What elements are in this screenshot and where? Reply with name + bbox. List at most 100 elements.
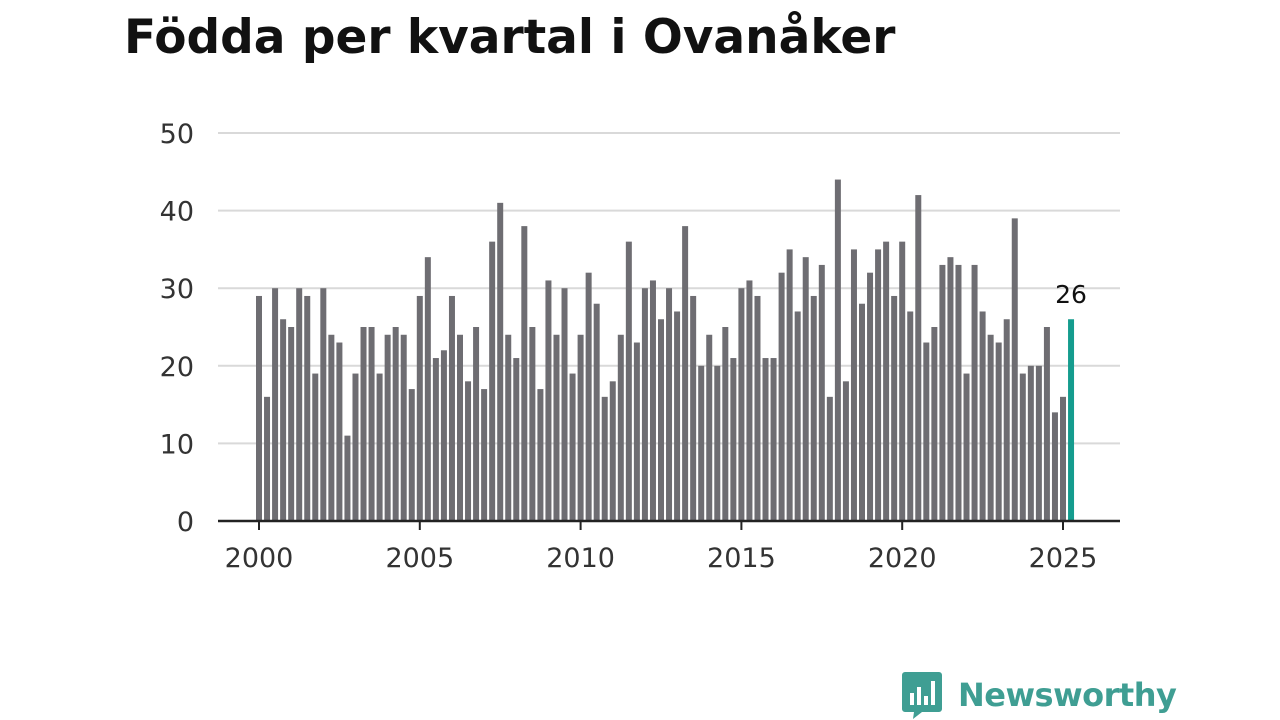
bar bbox=[1019, 373, 1026, 521]
bars bbox=[256, 179, 1075, 522]
bar bbox=[682, 226, 689, 521]
bar bbox=[633, 342, 640, 521]
bar bbox=[481, 389, 488, 521]
bar bbox=[1027, 365, 1034, 521]
bar bbox=[440, 350, 447, 521]
y-tick-label: 0 bbox=[177, 507, 194, 538]
y-tick-label: 20 bbox=[160, 352, 194, 383]
bar bbox=[384, 334, 391, 521]
bar bbox=[256, 295, 262, 521]
bar bbox=[304, 295, 311, 521]
bar bbox=[794, 311, 801, 521]
bar bbox=[577, 334, 584, 521]
bar bbox=[995, 342, 1002, 521]
bar bbox=[891, 295, 898, 521]
bar bbox=[529, 327, 536, 521]
bar bbox=[585, 272, 592, 521]
bar bbox=[1003, 319, 1010, 521]
newsworthy-logo-icon bbox=[902, 672, 942, 719]
bar bbox=[955, 264, 962, 521]
bar bbox=[465, 381, 472, 521]
bar bbox=[489, 241, 496, 521]
bar bbox=[336, 342, 343, 521]
bar bbox=[513, 358, 520, 521]
bar bbox=[1060, 396, 1066, 521]
bar bbox=[722, 327, 729, 521]
brand-name: Newsworthy bbox=[958, 676, 1177, 714]
data-label: 26 bbox=[1055, 280, 1087, 309]
bar bbox=[569, 373, 576, 521]
bar bbox=[521, 226, 528, 521]
bar bbox=[754, 295, 761, 521]
bar bbox=[609, 381, 616, 521]
x-tick-labels: 2000 2005 2010 2015 2020 2025 bbox=[225, 543, 1098, 574]
bar bbox=[424, 257, 431, 521]
bar bbox=[907, 311, 914, 521]
bar bbox=[288, 327, 295, 521]
bar bbox=[1043, 327, 1050, 521]
bar bbox=[746, 280, 753, 521]
bar bbox=[408, 389, 415, 521]
bar bbox=[850, 249, 857, 521]
bar bbox=[376, 373, 383, 521]
bar bbox=[842, 381, 849, 521]
bar bbox=[963, 373, 970, 521]
highlighted-bar bbox=[1068, 319, 1075, 521]
bar bbox=[802, 257, 809, 521]
bar bbox=[915, 195, 922, 521]
x-tick-label: 2005 bbox=[385, 543, 454, 574]
bar bbox=[617, 334, 624, 521]
bar bbox=[272, 288, 279, 521]
y-tick-label: 50 bbox=[160, 119, 194, 150]
bar bbox=[497, 202, 504, 521]
bar bbox=[264, 396, 271, 521]
bar bbox=[786, 249, 793, 521]
bar bbox=[875, 249, 882, 521]
x-tick-label: 2020 bbox=[868, 543, 937, 574]
bar bbox=[979, 311, 986, 521]
x-tick-label: 2025 bbox=[1029, 543, 1098, 574]
bar bbox=[883, 241, 890, 521]
bar bbox=[448, 295, 455, 521]
bar bbox=[939, 264, 946, 521]
bar bbox=[625, 241, 632, 521]
brand-logo: Newsworthy bbox=[902, 670, 1177, 720]
bar bbox=[352, 373, 359, 521]
bar bbox=[698, 365, 705, 521]
bar bbox=[553, 334, 560, 521]
bar bbox=[987, 334, 994, 521]
annotations: 26 bbox=[1055, 280, 1087, 309]
bar bbox=[649, 280, 656, 521]
bar bbox=[714, 365, 721, 521]
bar bbox=[392, 327, 399, 521]
bar bbox=[658, 319, 664, 521]
bar bbox=[818, 264, 825, 521]
bar bbox=[1051, 412, 1058, 521]
bar bbox=[770, 358, 777, 521]
bar bbox=[1035, 365, 1042, 521]
bar bbox=[368, 327, 375, 521]
bar bbox=[593, 303, 600, 521]
bar bbox=[473, 327, 480, 521]
bar bbox=[328, 334, 335, 521]
bar bbox=[400, 334, 407, 521]
bar bbox=[601, 396, 608, 521]
bar bbox=[810, 295, 817, 521]
bar bbox=[457, 334, 463, 521]
bar bbox=[923, 342, 930, 521]
bar bbox=[432, 358, 439, 521]
bar bbox=[690, 295, 697, 521]
bar bbox=[666, 288, 673, 521]
y-tick-label: 30 bbox=[160, 274, 194, 305]
bar bbox=[762, 358, 769, 521]
bar bbox=[931, 327, 938, 521]
bar bbox=[320, 288, 327, 521]
bar bbox=[971, 264, 978, 521]
y-tick-labels: 0 10 20 30 40 50 bbox=[160, 119, 194, 538]
bar bbox=[1011, 218, 1018, 522]
y-tick-label: 40 bbox=[160, 197, 194, 228]
bar bbox=[674, 311, 681, 521]
bar bbox=[344, 435, 351, 521]
bar bbox=[416, 295, 423, 521]
